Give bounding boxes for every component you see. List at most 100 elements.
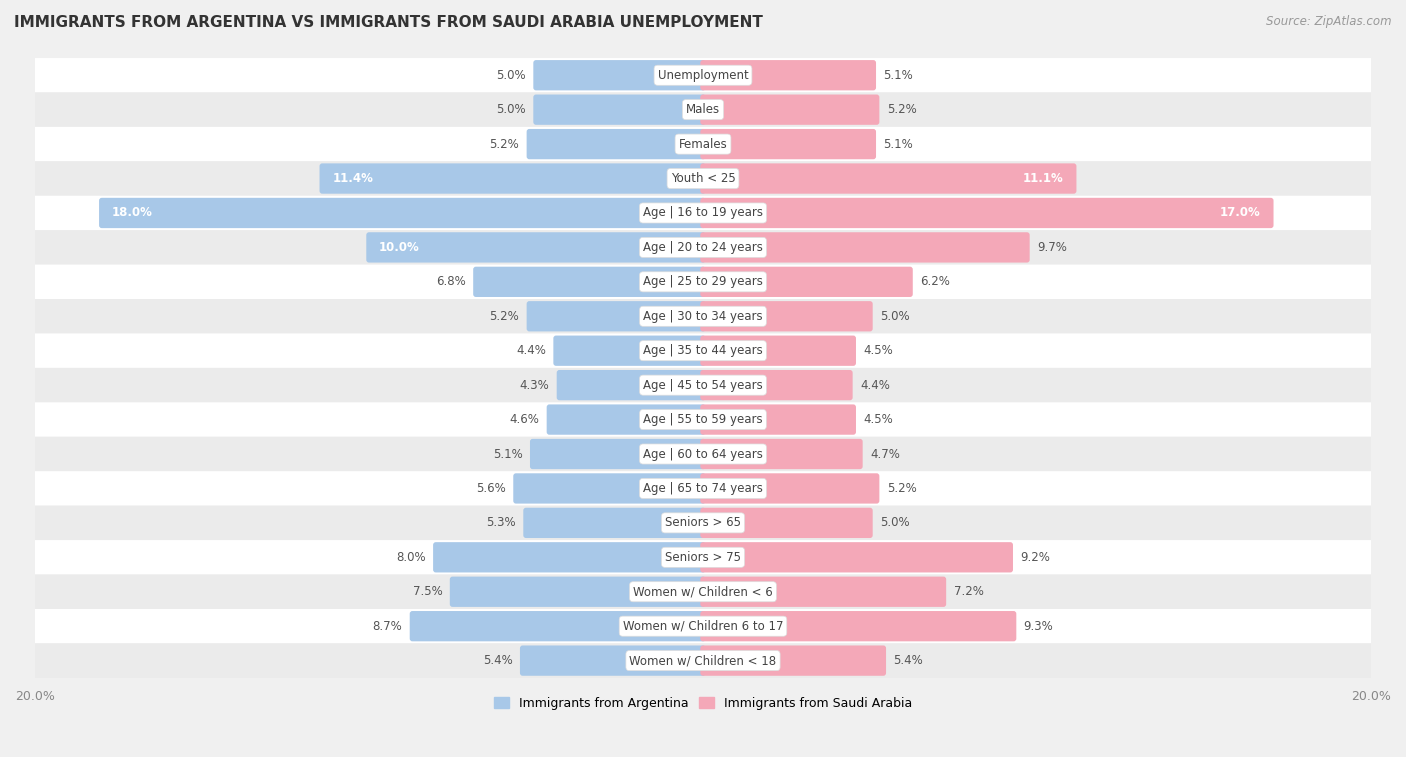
Text: Age | 55 to 59 years: Age | 55 to 59 years bbox=[643, 413, 763, 426]
Text: Seniors > 65: Seniors > 65 bbox=[665, 516, 741, 529]
Text: 10.0%: 10.0% bbox=[380, 241, 420, 254]
Text: Females: Females bbox=[679, 138, 727, 151]
FancyBboxPatch shape bbox=[700, 301, 873, 332]
Text: 4.6%: 4.6% bbox=[509, 413, 540, 426]
Text: 5.6%: 5.6% bbox=[477, 482, 506, 495]
FancyBboxPatch shape bbox=[700, 266, 912, 297]
Text: 5.0%: 5.0% bbox=[880, 516, 910, 529]
FancyBboxPatch shape bbox=[557, 370, 706, 400]
Text: 11.1%: 11.1% bbox=[1024, 172, 1064, 185]
FancyBboxPatch shape bbox=[700, 542, 1012, 572]
Text: 4.4%: 4.4% bbox=[860, 378, 890, 391]
FancyBboxPatch shape bbox=[533, 95, 706, 125]
Text: 4.7%: 4.7% bbox=[870, 447, 900, 460]
FancyBboxPatch shape bbox=[527, 301, 706, 332]
FancyBboxPatch shape bbox=[35, 540, 1371, 575]
FancyBboxPatch shape bbox=[520, 646, 706, 676]
FancyBboxPatch shape bbox=[35, 334, 1371, 368]
Text: Source: ZipAtlas.com: Source: ZipAtlas.com bbox=[1267, 15, 1392, 28]
Text: Women w/ Children 6 to 17: Women w/ Children 6 to 17 bbox=[623, 620, 783, 633]
Text: 5.4%: 5.4% bbox=[482, 654, 513, 667]
Text: Age | 20 to 24 years: Age | 20 to 24 years bbox=[643, 241, 763, 254]
Text: 5.0%: 5.0% bbox=[496, 69, 526, 82]
Text: 11.4%: 11.4% bbox=[332, 172, 373, 185]
FancyBboxPatch shape bbox=[700, 232, 1029, 263]
FancyBboxPatch shape bbox=[513, 473, 706, 503]
FancyBboxPatch shape bbox=[700, 164, 1077, 194]
FancyBboxPatch shape bbox=[35, 92, 1371, 127]
FancyBboxPatch shape bbox=[530, 439, 706, 469]
Text: IMMIGRANTS FROM ARGENTINA VS IMMIGRANTS FROM SAUDI ARABIA UNEMPLOYMENT: IMMIGRANTS FROM ARGENTINA VS IMMIGRANTS … bbox=[14, 15, 763, 30]
FancyBboxPatch shape bbox=[35, 609, 1371, 643]
Text: 5.2%: 5.2% bbox=[489, 310, 519, 322]
FancyBboxPatch shape bbox=[700, 508, 873, 538]
FancyBboxPatch shape bbox=[700, 370, 852, 400]
FancyBboxPatch shape bbox=[700, 611, 1017, 641]
FancyBboxPatch shape bbox=[700, 646, 886, 676]
FancyBboxPatch shape bbox=[35, 575, 1371, 609]
FancyBboxPatch shape bbox=[554, 335, 706, 366]
FancyBboxPatch shape bbox=[700, 60, 876, 90]
Text: 8.0%: 8.0% bbox=[396, 551, 426, 564]
Text: Women w/ Children < 6: Women w/ Children < 6 bbox=[633, 585, 773, 598]
Text: Age | 35 to 44 years: Age | 35 to 44 years bbox=[643, 344, 763, 357]
FancyBboxPatch shape bbox=[35, 58, 1371, 92]
FancyBboxPatch shape bbox=[533, 60, 706, 90]
FancyBboxPatch shape bbox=[700, 95, 879, 125]
FancyBboxPatch shape bbox=[700, 198, 1274, 228]
FancyBboxPatch shape bbox=[98, 198, 706, 228]
FancyBboxPatch shape bbox=[523, 508, 706, 538]
Text: 5.1%: 5.1% bbox=[883, 69, 912, 82]
Text: 5.0%: 5.0% bbox=[880, 310, 910, 322]
FancyBboxPatch shape bbox=[35, 437, 1371, 471]
Text: 7.5%: 7.5% bbox=[413, 585, 443, 598]
Text: Age | 30 to 34 years: Age | 30 to 34 years bbox=[643, 310, 763, 322]
Text: Age | 16 to 19 years: Age | 16 to 19 years bbox=[643, 207, 763, 220]
FancyBboxPatch shape bbox=[35, 196, 1371, 230]
FancyBboxPatch shape bbox=[700, 577, 946, 607]
Text: 5.1%: 5.1% bbox=[883, 138, 912, 151]
Text: Youth < 25: Youth < 25 bbox=[671, 172, 735, 185]
Text: 4.3%: 4.3% bbox=[520, 378, 550, 391]
Text: 5.2%: 5.2% bbox=[887, 482, 917, 495]
FancyBboxPatch shape bbox=[433, 542, 706, 572]
FancyBboxPatch shape bbox=[35, 127, 1371, 161]
Text: 9.3%: 9.3% bbox=[1024, 620, 1053, 633]
Text: 6.2%: 6.2% bbox=[920, 276, 950, 288]
Text: Seniors > 75: Seniors > 75 bbox=[665, 551, 741, 564]
FancyBboxPatch shape bbox=[35, 471, 1371, 506]
Text: 17.0%: 17.0% bbox=[1220, 207, 1261, 220]
Text: 9.2%: 9.2% bbox=[1021, 551, 1050, 564]
Text: 5.4%: 5.4% bbox=[893, 654, 924, 667]
FancyBboxPatch shape bbox=[35, 161, 1371, 196]
FancyBboxPatch shape bbox=[700, 404, 856, 435]
Text: Unemployment: Unemployment bbox=[658, 69, 748, 82]
FancyBboxPatch shape bbox=[700, 335, 856, 366]
FancyBboxPatch shape bbox=[700, 439, 863, 469]
FancyBboxPatch shape bbox=[35, 403, 1371, 437]
Text: 4.4%: 4.4% bbox=[516, 344, 546, 357]
FancyBboxPatch shape bbox=[474, 266, 706, 297]
Text: Age | 25 to 29 years: Age | 25 to 29 years bbox=[643, 276, 763, 288]
FancyBboxPatch shape bbox=[35, 368, 1371, 403]
FancyBboxPatch shape bbox=[700, 473, 879, 503]
FancyBboxPatch shape bbox=[547, 404, 706, 435]
Text: Age | 65 to 74 years: Age | 65 to 74 years bbox=[643, 482, 763, 495]
Text: 8.7%: 8.7% bbox=[373, 620, 402, 633]
FancyBboxPatch shape bbox=[35, 506, 1371, 540]
Text: 5.2%: 5.2% bbox=[489, 138, 519, 151]
Text: 7.2%: 7.2% bbox=[953, 585, 983, 598]
Text: Women w/ Children < 18: Women w/ Children < 18 bbox=[630, 654, 776, 667]
Text: 5.0%: 5.0% bbox=[496, 103, 526, 116]
FancyBboxPatch shape bbox=[367, 232, 706, 263]
Text: Age | 60 to 64 years: Age | 60 to 64 years bbox=[643, 447, 763, 460]
Text: 5.1%: 5.1% bbox=[494, 447, 523, 460]
FancyBboxPatch shape bbox=[35, 265, 1371, 299]
Text: 5.2%: 5.2% bbox=[887, 103, 917, 116]
Text: Age | 45 to 54 years: Age | 45 to 54 years bbox=[643, 378, 763, 391]
Text: 5.3%: 5.3% bbox=[486, 516, 516, 529]
FancyBboxPatch shape bbox=[450, 577, 706, 607]
FancyBboxPatch shape bbox=[700, 129, 876, 159]
Text: 9.7%: 9.7% bbox=[1038, 241, 1067, 254]
Text: 4.5%: 4.5% bbox=[863, 344, 893, 357]
